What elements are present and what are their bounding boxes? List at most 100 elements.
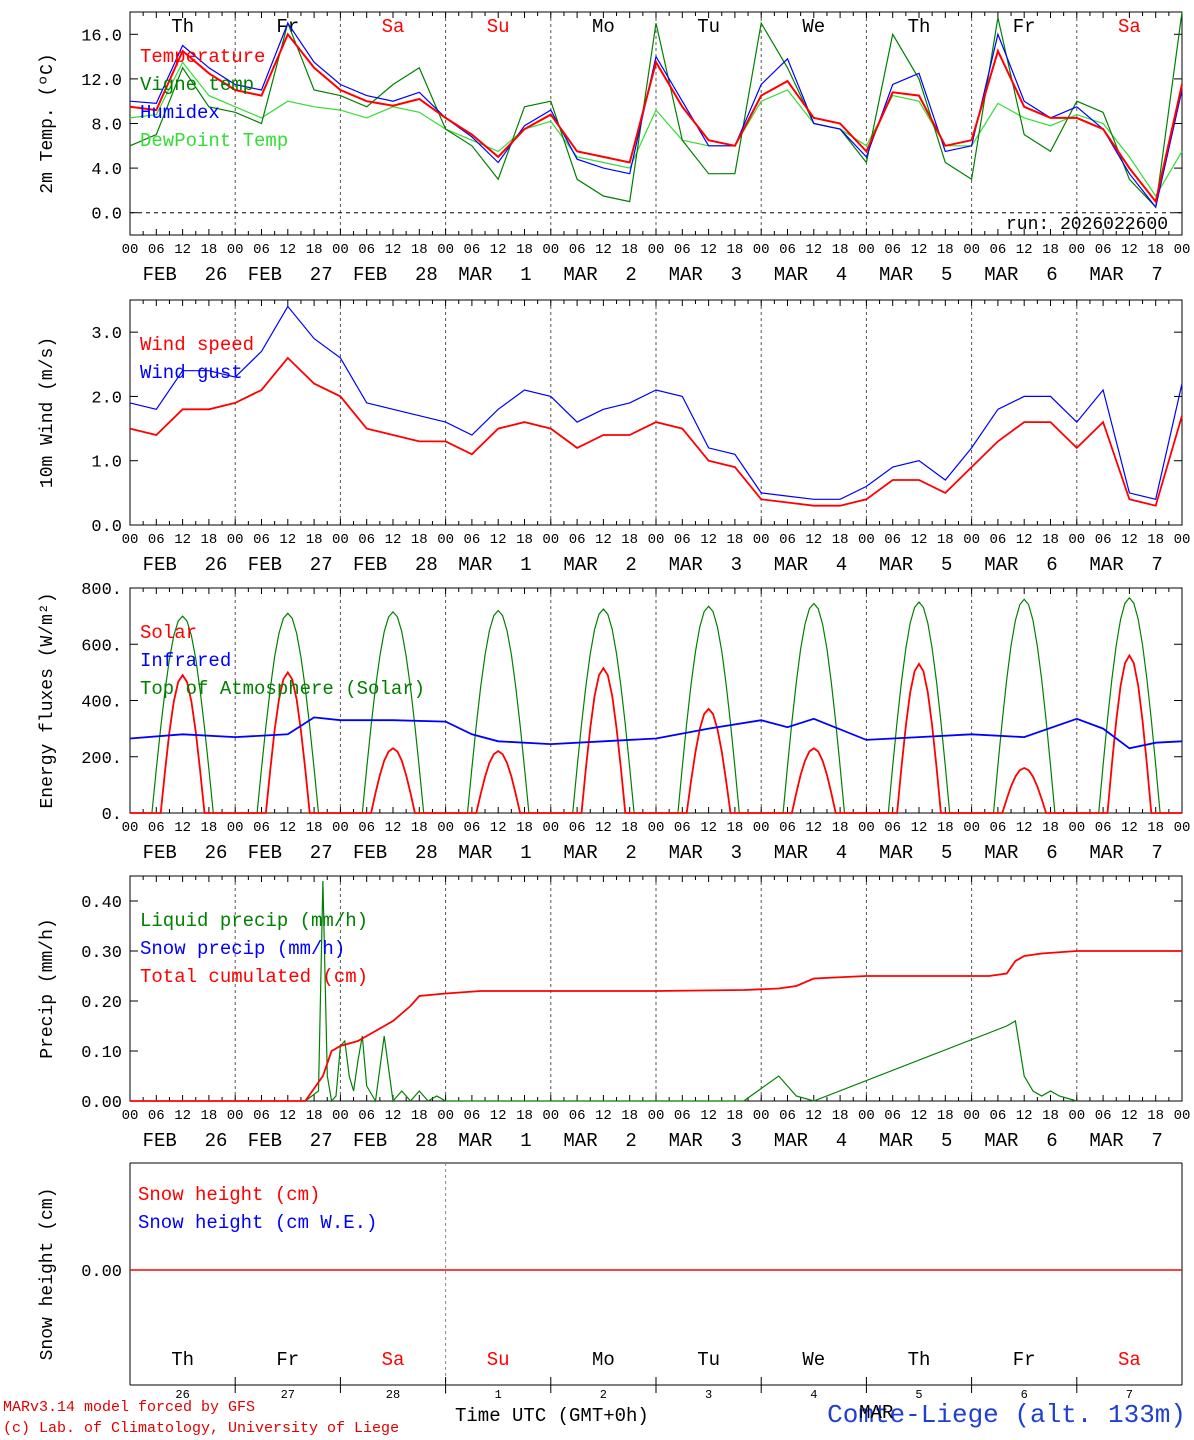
hour-tick-label: 12	[805, 242, 822, 258]
snow-legend-entry: Snow height (cm W.E.)	[138, 1212, 377, 1234]
hour-tick-label: 00	[753, 532, 770, 548]
date-month-label: FEB	[143, 842, 177, 864]
hour-tick-label: 12	[1121, 242, 1138, 258]
hour-tick-label: 12	[174, 1108, 191, 1124]
panel-2-y-tick-label: 600.	[81, 637, 122, 656]
hour-tick-label: 00	[542, 242, 559, 258]
hour-tick-label: 00	[542, 1108, 559, 1124]
temp-series-humidex	[129, 21, 1183, 209]
temp-series-dewpoint-temp	[129, 61, 1183, 198]
hour-tick-label: 18	[1147, 532, 1164, 548]
date-day-label: 4	[836, 554, 847, 576]
panel-0-legend-entry: DewPoint Temp	[140, 130, 288, 152]
hour-tick-label: 18	[200, 820, 217, 836]
panel-3-legend-entry: Snow precip (mm/h)	[140, 938, 345, 960]
weekday-label: Sa	[1118, 16, 1141, 38]
date-month-label: FEB	[353, 554, 387, 576]
hour-tick-label: 18	[411, 820, 428, 836]
weekday-label: Fr	[1013, 16, 1036, 38]
panel-0-y-axis-label: 2m Temp. (ºC)	[38, 53, 58, 193]
hour-tick-label: 12	[385, 1108, 402, 1124]
date-month-label: MAR	[879, 264, 913, 286]
hour-tick-label: 06	[884, 532, 901, 548]
hour-tick-label: 06	[989, 532, 1006, 548]
hour-tick-label: 12	[490, 1108, 507, 1124]
snow-date-label: 28	[386, 1388, 400, 1402]
hour-tick-label: 18	[1042, 820, 1059, 836]
date-day-label: 27	[310, 842, 333, 864]
date-day-label: 1	[520, 554, 531, 576]
date-month-label: MAR	[1089, 554, 1123, 576]
hour-tick-label: 12	[279, 242, 296, 258]
snow-weekday-label: Fr	[276, 1349, 299, 1371]
snow-weekday-label: Th	[171, 1349, 194, 1371]
date-month-label: MAR	[1089, 1130, 1123, 1152]
hour-tick-label: 00	[648, 242, 665, 258]
date-day-label: 1	[520, 1130, 531, 1152]
panel-3-y-tick-label: 0.40	[81, 894, 122, 913]
panel-2-y-tick-label: 400.	[81, 694, 122, 713]
hour-tick-label: 00	[1174, 242, 1191, 258]
panel-3-y-tick-label: 0.00	[81, 1094, 122, 1113]
panel-1-y-tick-label: 3.0	[91, 325, 122, 344]
hour-tick-label: 12	[1121, 532, 1138, 548]
infrared-line	[129, 716, 1183, 750]
hour-tick-label: 12	[1121, 820, 1138, 836]
panel-0-y-tick-label: 0.0	[91, 206, 122, 225]
hour-tick-label: 06	[779, 820, 796, 836]
date-day-label: 7	[1151, 554, 1162, 576]
hour-tick-label: 00	[542, 532, 559, 548]
hour-tick-label: 00	[437, 1108, 454, 1124]
panel-2-y-axis-label: Energy fluxes (W/m²)	[38, 592, 58, 808]
hour-tick-label: 12	[1016, 242, 1033, 258]
hour-tick-label: 18	[937, 820, 954, 836]
hour-tick-label: 18	[832, 242, 849, 258]
hour-tick-label: 18	[1147, 242, 1164, 258]
time-axis-label: Time UTC (GMT+0h)	[455, 1405, 649, 1427]
hour-tick-label: 06	[674, 242, 691, 258]
hour-tick-label: 12	[279, 820, 296, 836]
date-month-label: MAR	[984, 842, 1018, 864]
date-day-label: 2	[625, 264, 636, 286]
panel-1-y-tick-label: 1.0	[91, 454, 122, 473]
date-month-label: MAR	[458, 554, 492, 576]
date-month-label: MAR	[774, 842, 808, 864]
hour-tick-label: 00	[963, 532, 980, 548]
date-day-label: 5	[941, 554, 952, 576]
hour-tick-label: 12	[385, 532, 402, 548]
hour-tick-label: 12	[595, 1108, 612, 1124]
hour-tick-label: 18	[200, 1108, 217, 1124]
date-day-label: 1	[520, 842, 531, 864]
panel-1-y-tick-label: 2.0	[91, 389, 122, 408]
hour-tick-label: 00	[963, 242, 980, 258]
hour-tick-label: 00	[122, 820, 139, 836]
total-cumulated-line	[130, 950, 1182, 1102]
snow-date-label: 7	[1126, 1388, 1133, 1402]
date-day-label: 2	[625, 1130, 636, 1152]
hour-tick-label: 18	[832, 1108, 849, 1124]
date-day-label: 6	[1046, 842, 1057, 864]
hour-tick-label: 12	[911, 1108, 928, 1124]
date-month-label: MAR	[984, 1130, 1018, 1152]
date-day-label: 28	[415, 842, 438, 864]
hour-tick-label: 06	[463, 1108, 480, 1124]
date-month-label: MAR	[1089, 264, 1123, 286]
hour-tick-label: 06	[674, 532, 691, 548]
model-credit: MARv3.14 model forced by GFS	[3, 1399, 256, 1416]
hour-tick-label: 00	[858, 242, 875, 258]
snow-weekday-label: Sa	[1118, 1349, 1141, 1371]
hour-tick-label: 00	[1068, 242, 1085, 258]
hour-tick-label: 12	[385, 820, 402, 836]
date-day-label: 2	[625, 842, 636, 864]
panel-2-legend-entry: Solar	[140, 622, 197, 644]
run-label: run: 2026022600	[1006, 215, 1168, 235]
hour-tick-label: 06	[358, 242, 375, 258]
weekday-label: Mo	[592, 16, 615, 38]
hour-tick-label: 00	[963, 820, 980, 836]
panel-2-y-tick-label: 200.	[81, 750, 122, 769]
weekday-label: Th	[171, 16, 194, 38]
hour-tick-label: 12	[279, 532, 296, 548]
hour-tick-label: 00	[648, 532, 665, 548]
hour-tick-label: 06	[779, 532, 796, 548]
date-month-label: FEB	[248, 842, 282, 864]
